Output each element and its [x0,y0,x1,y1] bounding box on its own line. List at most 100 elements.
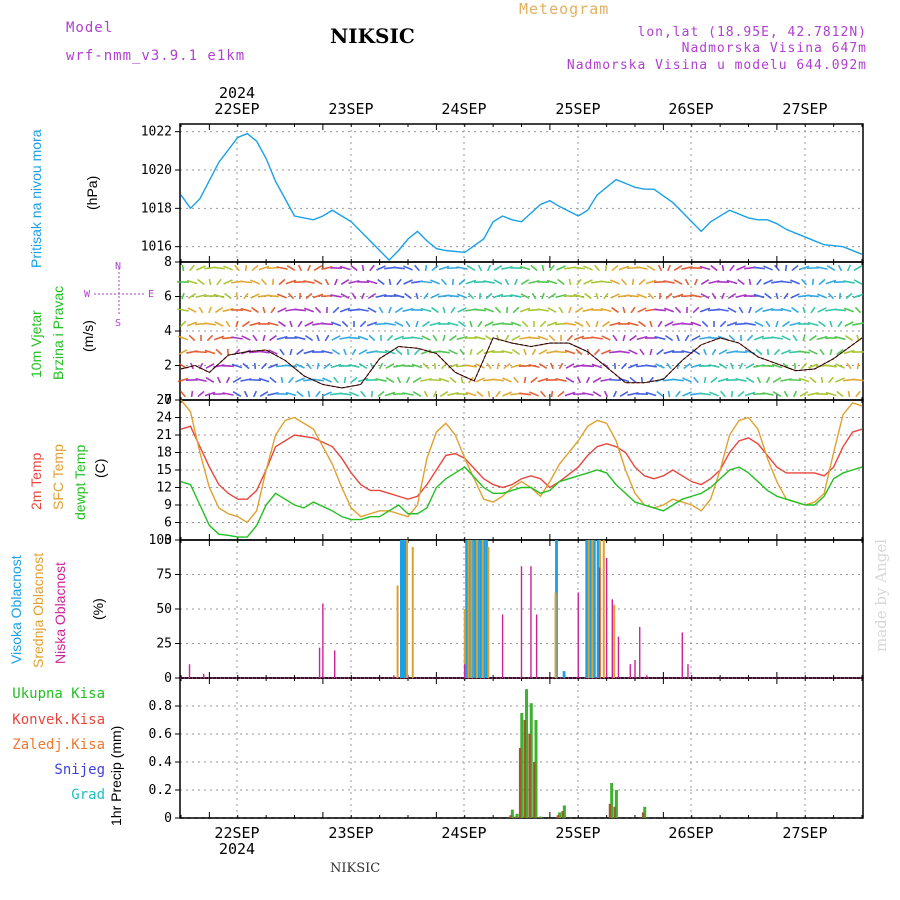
wind-arrow [460,376,464,384]
wind-arrow [403,265,413,271]
wind-arrow [196,265,206,271]
wind-arrow [798,350,810,354]
cloud-bar-srednja [613,604,616,678]
wind-arrow [655,363,665,369]
wind-arrow [807,321,819,327]
wind-arrow [721,292,725,300]
top-day-label: 27SEP [782,100,827,118]
cloud-bar-niska [188,664,191,678]
wind-arrow [204,322,216,326]
wind-arrow [314,306,322,314]
y-tick-label: 18 [156,446,172,461]
wind-arrow [610,293,620,299]
wind-arrow [711,292,717,300]
wind-arrow [330,321,342,327]
wind-arrow [856,362,860,370]
wind-arrow [755,348,763,356]
wind-arrow [378,362,384,370]
wind-arrow [576,278,582,286]
wind-arrow [792,334,798,342]
wind-arrow [225,320,231,328]
wind-arrow [783,390,789,398]
wind-arrow [763,279,773,285]
wind-arrow [718,362,728,370]
wind-rose-icon: N W E S [84,258,154,329]
wind-arrow [295,377,305,383]
wind-arrow [260,362,268,370]
wind-arrow [469,348,473,356]
wind-arrow [557,390,565,398]
wind-arrow [374,350,388,354]
wind-arrow [773,348,781,356]
wind-arrow [682,377,692,383]
wind-arrow [591,363,603,369]
wind-arrow [541,292,545,300]
wind-arrow [502,391,512,397]
wind-arrow [224,292,232,300]
wind-arrow [465,364,477,368]
cloud-bar-niska [617,636,620,678]
wind-arrow [431,306,439,314]
cloud-bar-visoka [403,540,407,678]
wind-arrow [654,335,666,341]
wind-arrow [351,292,357,300]
precip-bar-conv [608,804,612,818]
y-tick-label: 4 [164,324,172,339]
wind-arrow [612,390,618,398]
wind-arrow [836,390,844,398]
wind-arrow [492,378,504,382]
y-tick-label: 1020 [141,163,172,178]
wind-arrow [313,265,323,271]
wind-arrow [361,264,365,272]
wind-arrow [690,363,702,369]
cloud-bar-srednja [602,540,605,678]
wind-arrow [222,392,234,396]
wind-arrow [313,279,323,285]
wind-arrow [503,362,511,370]
wind-arrow [504,334,510,342]
cloud-bar-srednja [476,540,479,678]
wind-arrow [666,362,672,370]
cloud-bar-srednja [554,592,557,678]
wind-arrow [690,294,702,298]
top-day-label: 25SEP [555,100,600,118]
wind-arrow [459,348,465,356]
wind-arrow [613,362,617,370]
wind-arrow [340,278,350,286]
wind-arrow [262,334,266,342]
wind-arrow [726,279,738,285]
wind-arrow [728,334,736,342]
wind-arrow [791,264,799,272]
wind-arrow [276,293,288,299]
wind-arrow [351,348,357,356]
wind-arrow [204,391,216,397]
wind-arrow [244,264,248,272]
wind-arrow [423,292,429,300]
wind-arrow [415,320,419,328]
wind-arrow [573,266,585,270]
wind-arrow [672,378,684,382]
wind-arrow [475,363,485,369]
wind-arrow [775,292,779,300]
wind-arrow [538,349,548,355]
cloud-bar-srednja [463,609,466,678]
wind-arrow [447,294,459,298]
wind-arrow [212,392,226,396]
wind-arrow [834,308,846,312]
legend-ukupna-kisa: Ukupna Kisa [12,686,105,702]
wind-arrow [798,377,810,383]
wind-arrow [242,320,250,328]
wind-arrow [600,307,612,313]
wind-arrow [297,320,303,328]
wind-arrow [627,321,639,327]
wind-arrow [343,376,347,384]
wind-arrow [603,390,609,398]
wind-arrow [847,390,851,398]
wind-arrow [604,264,608,272]
wind-arrow [271,278,275,286]
wind-arrow [519,265,531,271]
cloud-bar-visoka [479,540,483,678]
wind-arrow [458,320,466,328]
wind-arrow [675,390,681,398]
